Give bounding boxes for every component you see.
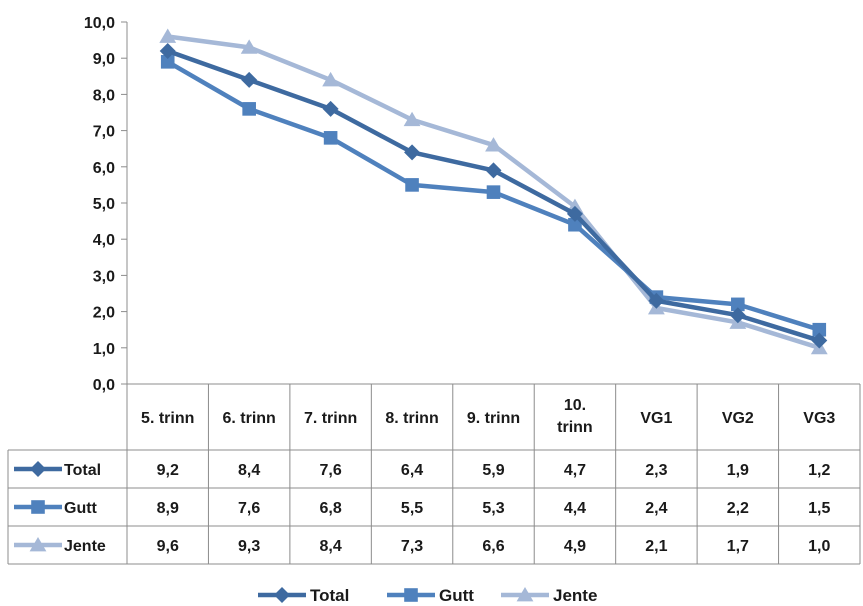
y-tick-label: 3,0	[93, 268, 115, 285]
data-point-total	[159, 42, 176, 59]
table-cell-value: 4,7	[564, 462, 586, 479]
y-tick-label: 5,0	[93, 196, 115, 213]
table-cell-value: 9,2	[157, 462, 179, 479]
data-point-jente	[240, 39, 258, 54]
y-tick-label: 4,0	[93, 232, 115, 249]
data-point-jente	[322, 71, 340, 87]
table-cell-value: 2,2	[727, 500, 749, 517]
table-cell-value: 9,3	[238, 538, 260, 555]
x-category-label: 9. trinn	[467, 410, 520, 427]
table-cell-value: 2,4	[645, 500, 667, 517]
table-cell-value: 4,4	[564, 500, 586, 517]
table-cell-value: 7,3	[401, 538, 423, 555]
x-category-label: VG2	[722, 410, 754, 427]
table-cell-value: 5,3	[482, 500, 504, 517]
data-point-gutt	[568, 217, 582, 232]
data-point-gutt	[405, 178, 419, 192]
data-point-total	[485, 162, 502, 179]
x-category-label: 6. trinn	[222, 410, 275, 427]
data-point-gutt	[812, 322, 827, 337]
y-tick-label: 6,0	[93, 160, 115, 177]
table-cell-value: 1,2	[808, 462, 830, 479]
table-cell-value: 2,1	[645, 538, 667, 555]
table-legend-key-marker	[31, 500, 45, 514]
data-point-gutt	[486, 185, 501, 199]
data-point-gutt	[160, 55, 175, 69]
y-tick-label: 7,0	[93, 124, 115, 141]
x-category-label: 8. trinn	[385, 410, 438, 427]
legend-key-marker	[274, 587, 290, 603]
table-cell-value: 6,8	[319, 500, 341, 517]
data-point-total	[811, 332, 828, 349]
legend-key-marker	[516, 587, 534, 602]
table-legend-key-marker	[29, 537, 47, 552]
legend-label: Gutt	[439, 586, 474, 605]
data-point-gutt	[323, 131, 338, 145]
table-series-name: Total	[64, 462, 101, 479]
legend-label: Jente	[553, 586, 597, 605]
y-tick-label: 2,0	[93, 305, 115, 322]
table-cell-value: 8,9	[157, 500, 179, 517]
y-tick-label: 1,0	[93, 341, 115, 358]
data-point-total	[729, 307, 746, 324]
data-point-jente	[159, 28, 177, 43]
data-point-total	[566, 205, 583, 222]
data-point-gutt	[242, 102, 256, 116]
legend-key-marker	[404, 588, 418, 602]
data-point-total	[322, 100, 339, 117]
y-tick-label: 8,0	[93, 87, 115, 104]
y-tick-label: 10,0	[84, 15, 115, 32]
table-cell-value: 1,0	[808, 538, 830, 555]
data-point-gutt	[731, 297, 745, 312]
table-cell-value: 2,3	[645, 462, 667, 479]
table-cell-value: 5,5	[401, 500, 423, 517]
x-category-label: 10. trinn	[557, 397, 593, 436]
table-cell-value: 8,4	[319, 538, 341, 555]
data-point-total	[241, 71, 258, 88]
x-category-label: 5. trinn	[141, 410, 194, 427]
table-cell-value: 5,9	[482, 462, 504, 479]
table-cell-value: 4,9	[564, 538, 586, 555]
table-cell-value: 1,5	[808, 500, 830, 517]
y-tick-label: 9,0	[93, 51, 115, 68]
table-cell-value: 1,7	[727, 538, 749, 555]
legend-label: Total	[310, 586, 349, 605]
table-cell-value: 1,9	[727, 462, 749, 479]
table-cell-value: 9,6	[157, 538, 179, 555]
table-cell-value: 8,4	[238, 462, 260, 479]
data-point-jente	[403, 111, 421, 127]
data-point-jente	[485, 137, 502, 152]
table-legend-key-marker	[30, 461, 46, 477]
table-cell-value: 7,6	[238, 500, 260, 517]
x-category-label: VG1	[640, 410, 672, 427]
table-cell-value: 6,4	[401, 462, 423, 479]
x-category-label: 7. trinn	[304, 410, 357, 427]
data-point-total	[648, 292, 665, 309]
table-cell-value: 7,6	[319, 462, 341, 479]
y-tick-label: 0,0	[93, 377, 115, 394]
table-cell-value: 6,6	[482, 538, 504, 555]
x-category-label: VG3	[803, 410, 835, 427]
table-series-name: Jente	[64, 538, 106, 555]
data-point-total	[404, 144, 421, 161]
table-series-name: Gutt	[64, 500, 98, 517]
